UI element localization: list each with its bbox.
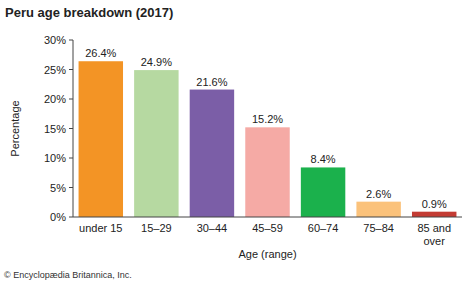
data-label: 21.6% [196,76,227,88]
x-tick-label: under 15 [79,222,122,234]
y-tick-label: 0% [50,211,66,223]
x-axis-label: Age (range) [238,248,296,260]
bar [412,212,456,217]
data-label: 8.4% [311,153,336,165]
bar [245,127,289,217]
x-tick-label-line: over [424,235,446,247]
data-label: 2.6% [366,188,391,200]
y-tick [69,187,73,188]
page: {"chart_data": {"type": "bar", "title": … [0,0,474,284]
data-label: 0.9% [422,198,447,210]
y-tick-label: 10% [44,152,66,164]
bar [79,61,123,217]
data-label: 26.4% [85,47,116,59]
x-axis [73,217,462,218]
data-label: 15.2% [252,113,283,125]
bar [190,90,234,217]
x-tick-label: 75–84 [363,222,394,234]
y-tick-label: 20% [44,93,66,105]
y-tick [69,217,73,218]
x-tick-label: 85 andover [417,222,451,247]
y-tick [69,128,73,129]
y-tick [69,40,73,41]
source: © Encyclopædia Britannica, Inc. [4,270,132,280]
y-tick [69,69,73,70]
x-tick-label: 60–74 [308,222,339,234]
x-tick-label: 30–44 [197,222,228,234]
data-label: 24.9% [141,56,172,68]
bar [301,167,345,217]
y-tick-label: 5% [50,182,66,194]
y-axis-label: Percentage [9,100,21,156]
x-tick-label: 15–29 [141,222,172,234]
bar [356,202,400,217]
y-axis [73,40,74,217]
y-tick-label: 25% [44,64,66,76]
y-tick-label: 15% [44,123,66,135]
title: Peru age breakdown (2017) [5,5,173,20]
y-tick [69,158,73,159]
y-tick-label: 30% [44,34,66,46]
bar [134,70,178,217]
y-tick [69,99,73,100]
x-tick-label: 45–59 [252,222,283,234]
x-tick-label-line: 85 and [417,222,451,234]
chart: Peru age breakdown (2017) Percentage 0% 5% 1… [0,0,474,284]
bars [79,61,457,217]
